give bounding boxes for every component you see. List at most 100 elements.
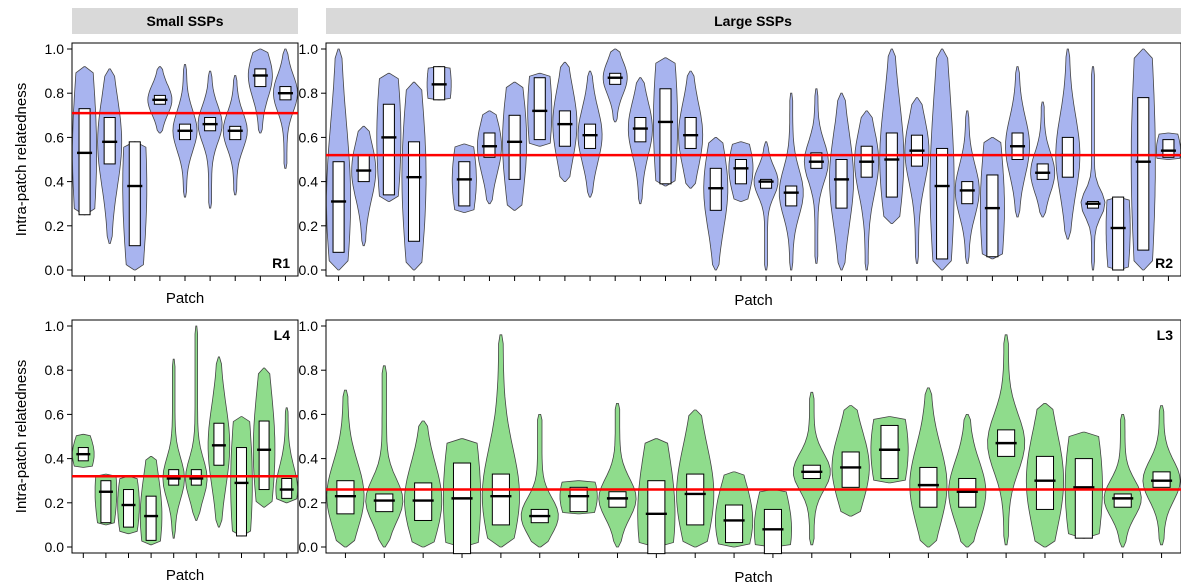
y-tick-label: 1.0	[299, 318, 319, 334]
box-11	[725, 504, 744, 544]
y-tick-label: 0.0	[45, 539, 65, 555]
box-33	[1137, 97, 1150, 251]
box-14	[659, 88, 672, 185]
box-2	[100, 480, 112, 524]
violin-31	[1080, 66, 1106, 271]
box-7	[229, 125, 242, 141]
y-axis: 0.0 0.2 0.4 0.6 0.8 1.0	[45, 41, 72, 278]
box-8	[236, 447, 247, 537]
y-tick-label: 0.2	[45, 218, 65, 234]
y-tick-label: 0.4	[299, 451, 319, 467]
box-4	[145, 495, 157, 541]
box-3	[382, 103, 395, 196]
header-small-label: Small SSPs	[146, 13, 223, 29]
y-tick-label: 1.0	[45, 318, 65, 334]
box-23	[885, 132, 898, 198]
panel-r1: 0.0 0.2 0.4 0.6 0.8 1.0 R1 Patch Intra-patch rel…	[13, 41, 299, 307]
box-18	[760, 178, 773, 189]
y-tick-label: 0.4	[299, 174, 319, 190]
x-axis-label: Patch	[166, 290, 204, 307]
box-21	[1113, 493, 1132, 508]
box-4	[407, 141, 421, 242]
box-19	[785, 185, 798, 207]
box-5	[491, 473, 510, 526]
box-25	[936, 147, 949, 260]
header-large-group: Large SSPs	[326, 8, 1181, 34]
y-tick-label: 0.6	[299, 406, 319, 422]
y-tick-label: 0.0	[45, 262, 65, 278]
box-10	[558, 110, 571, 147]
violin-6	[197, 70, 223, 209]
y-tick-label: 0.6	[45, 406, 65, 422]
box-9	[258, 420, 270, 491]
box-26	[961, 181, 974, 205]
box-3	[123, 489, 134, 528]
violin-9	[272, 48, 298, 169]
box-9	[533, 77, 546, 141]
header-small-bar	[72, 8, 298, 34]
box-30	[1061, 136, 1074, 178]
box-8	[254, 68, 267, 88]
box-27	[986, 174, 999, 258]
y-tick-label: 0.8	[45, 85, 65, 101]
violin-29	[1030, 101, 1056, 218]
y-tick-label: 0.2	[299, 495, 319, 511]
y-axis: 0.0 0.2 0.4 0.6 0.8 1.0	[299, 41, 326, 278]
violin-21	[1103, 414, 1142, 548]
y-axis: 0.0 0.2 0.4 0.6 0.8 1.0	[299, 318, 326, 555]
box-21	[835, 159, 848, 209]
x-axis-label: Patch	[734, 292, 772, 309]
violin-20	[803, 88, 829, 264]
panel-label: R1	[272, 255, 290, 271]
y-tick-label: 0.0	[299, 262, 319, 278]
panel-l4: 0.0 0.2 0.4 0.6 0.8 1.0 L4 Patch Intra-patch rel…	[13, 318, 299, 584]
violin-18	[753, 141, 779, 271]
panel-label: L3	[1157, 327, 1174, 343]
box-3	[128, 141, 141, 247]
box-1	[332, 161, 345, 253]
y-tick-label: 0.6	[45, 129, 65, 145]
y-tick-label: 0.6	[299, 129, 319, 145]
box-6	[458, 161, 471, 207]
y-tick-label: 0.8	[299, 85, 319, 101]
violin-8	[598, 403, 637, 548]
x-axis-label: Patch	[734, 569, 772, 586]
y-tick-label: 0.8	[45, 362, 65, 378]
y-axis: 0.0 0.2 0.4 0.6 0.8 1.0	[45, 318, 72, 555]
box-19	[1035, 455, 1055, 510]
y-tick-label: 0.0	[299, 539, 319, 555]
violin-1	[326, 389, 365, 548]
violin-5	[481, 334, 520, 548]
panel-label: R2	[1155, 255, 1173, 271]
y-tick-label: 0.2	[45, 495, 65, 511]
box-15	[684, 117, 697, 149]
violin-19	[778, 92, 804, 271]
x-axis-label: Patch	[166, 567, 204, 584]
box-4	[452, 462, 472, 555]
box-7	[569, 486, 588, 513]
box-10	[686, 473, 705, 526]
panels: 0.0 0.2 0.4 0.6 0.8 1.0 R1 Patch Intra-patch rel…	[13, 41, 1181, 586]
box-34	[1162, 139, 1175, 158]
box-14	[841, 451, 860, 488]
box-15	[880, 424, 899, 479]
y-tick-label: 1.0	[299, 41, 319, 57]
y-tick-label: 0.4	[45, 451, 65, 467]
box-20	[1074, 458, 1093, 539]
box-9	[647, 480, 666, 555]
y-tick-label: 0.4	[45, 174, 65, 190]
y-tick-label: 0.2	[299, 218, 319, 234]
box-8	[508, 114, 521, 180]
box-2	[375, 493, 394, 513]
panel-label: L4	[274, 327, 291, 343]
y-tick-label: 1.0	[45, 41, 65, 57]
y-axis-label: Intra-patch relatedness	[13, 83, 30, 236]
violin-6	[520, 414, 559, 548]
header-large-bar	[326, 8, 1181, 34]
violin-12	[602, 48, 628, 123]
box-17	[734, 159, 747, 185]
box-16	[919, 466, 938, 508]
box-12	[763, 508, 782, 555]
panel-l3: 0.0 0.2 0.4 0.6 0.8 1.0 L3 Patch	[299, 318, 1181, 586]
